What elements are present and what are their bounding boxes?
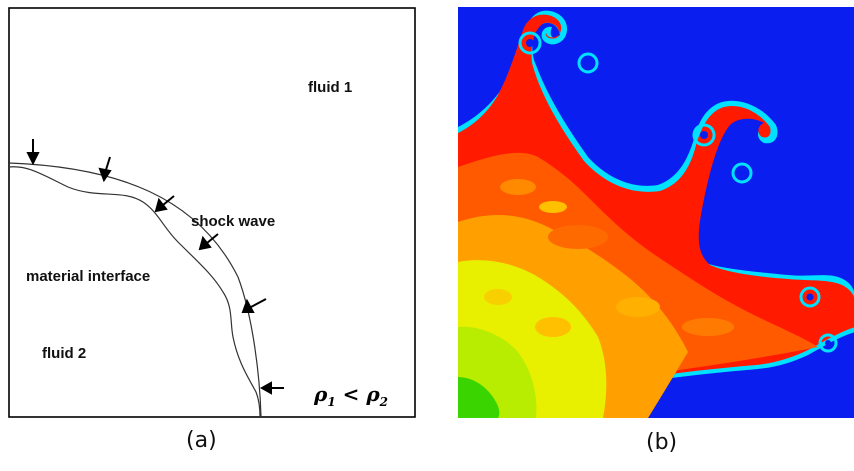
blotch <box>535 317 571 337</box>
vortex-core <box>806 293 814 301</box>
vortex-cores <box>526 39 831 346</box>
simulation-panel <box>458 7 854 418</box>
rho-1-subscript: 1 <box>327 395 335 409</box>
blotch <box>616 297 660 317</box>
rho-1-symbol: ρ <box>313 382 328 406</box>
vortex <box>518 31 542 55</box>
vortex <box>818 333 838 353</box>
rho-2-subscript: 2 <box>379 395 388 409</box>
arrow-3-head <box>154 197 168 213</box>
vortex-core <box>738 169 746 177</box>
rho-2-symbol: ρ <box>365 382 380 406</box>
arrow-2-head <box>98 167 112 183</box>
blotch <box>682 318 734 336</box>
shock-arrows <box>26 139 284 395</box>
schematic-frame <box>8 7 416 418</box>
density-relation: ρ1 < ρ2 <box>313 382 388 409</box>
material-interface-label: material interface <box>26 268 150 285</box>
shock-wave-curve <box>8 162 262 418</box>
arrow-6-head <box>259 381 272 395</box>
vortex-spirals <box>518 31 838 353</box>
simulation-image <box>458 7 854 418</box>
arrow-5 <box>250 298 267 308</box>
blotch <box>500 179 536 195</box>
vortex <box>799 286 821 308</box>
shock-wave-label: shock wave <box>191 213 275 230</box>
vortex-core <box>526 39 534 47</box>
panel-b-caption: (b) <box>646 430 678 455</box>
vortex <box>577 52 599 74</box>
arrow-4 <box>206 233 219 244</box>
arrow-1-head <box>26 152 40 166</box>
schematic-diagram: fluid 1 shock wave material interface fl… <box>8 7 416 418</box>
blotch <box>548 225 608 249</box>
panel-a-caption: (a) <box>186 428 217 453</box>
vortex-core <box>584 59 592 67</box>
blotch <box>484 289 512 305</box>
less-than-sign: < <box>336 382 367 406</box>
blotch <box>539 201 567 213</box>
fluid-2-label: fluid 2 <box>42 345 86 362</box>
vortex <box>692 123 716 147</box>
fluid-2-green-region <box>458 377 500 418</box>
schematic-panel: fluid 1 shock wave material interface fl… <box>8 7 416 418</box>
vortex-core <box>700 131 708 139</box>
arrow-4-head <box>198 235 212 251</box>
contour-blotches <box>500 179 734 336</box>
arrow-3 <box>162 195 175 206</box>
material-interface-curve <box>8 166 261 418</box>
fluid-1-label: fluid 1 <box>308 79 352 96</box>
vortex-core <box>825 340 831 346</box>
arrow-5-head <box>241 298 255 313</box>
vortex <box>731 162 753 184</box>
